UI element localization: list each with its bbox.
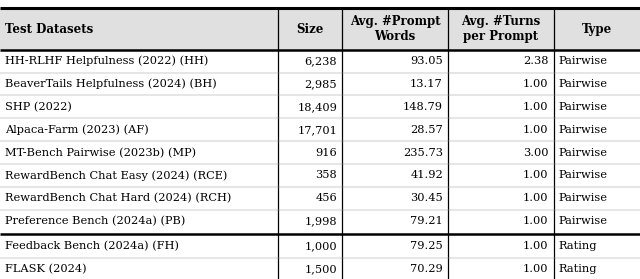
- Text: 1.00: 1.00: [523, 125, 548, 135]
- Text: RewardBench Chat Easy (2024) (RCE): RewardBench Chat Easy (2024) (RCE): [5, 170, 227, 181]
- Text: MT-Bench Pairwise (2023b) (MP): MT-Bench Pairwise (2023b) (MP): [5, 148, 196, 158]
- Text: 1.00: 1.00: [523, 216, 548, 226]
- Text: Pairwise: Pairwise: [559, 148, 608, 158]
- Text: Pairwise: Pairwise: [559, 193, 608, 203]
- Text: RewardBench Chat Hard (2024) (RCH): RewardBench Chat Hard (2024) (RCH): [5, 193, 232, 203]
- Text: 28.57: 28.57: [410, 125, 443, 135]
- Text: 41.92: 41.92: [410, 170, 443, 181]
- Text: BeaverTails Helpfulness (2024) (BH): BeaverTails Helpfulness (2024) (BH): [5, 79, 217, 89]
- Text: 18,409: 18,409: [298, 102, 337, 112]
- Text: SHP (2022): SHP (2022): [5, 102, 72, 112]
- Text: Pairwise: Pairwise: [559, 56, 608, 66]
- Text: 1,998: 1,998: [305, 216, 337, 226]
- Text: 2.38: 2.38: [523, 56, 548, 66]
- Text: 79.25: 79.25: [410, 241, 443, 251]
- Text: Preference Bench (2024a) (PB): Preference Bench (2024a) (PB): [5, 216, 186, 226]
- Text: FLASK (2024): FLASK (2024): [5, 264, 87, 274]
- Text: Avg. #Prompt
Words: Avg. #Prompt Words: [350, 15, 440, 43]
- Text: HH-RLHF Helpfulness (2022) (HH): HH-RLHF Helpfulness (2022) (HH): [5, 56, 209, 66]
- Text: 6,238: 6,238: [305, 56, 337, 66]
- Bar: [0, 8, 640, 50]
- Text: 1.00: 1.00: [523, 170, 548, 181]
- Text: Rating: Rating: [559, 241, 597, 251]
- Text: 916: 916: [316, 148, 337, 158]
- Text: 70.29: 70.29: [410, 264, 443, 274]
- Text: 93.05: 93.05: [410, 56, 443, 66]
- Text: Pairwise: Pairwise: [559, 170, 608, 181]
- Text: 1.00: 1.00: [523, 241, 548, 251]
- Text: Size: Size: [297, 23, 324, 35]
- Text: Pairwise: Pairwise: [559, 125, 608, 135]
- Text: Pairwise: Pairwise: [559, 79, 608, 89]
- Text: 2,985: 2,985: [305, 79, 337, 89]
- Text: 358: 358: [316, 170, 337, 181]
- Text: 1,500: 1,500: [305, 264, 337, 274]
- Text: 235.73: 235.73: [403, 148, 443, 158]
- Text: 148.79: 148.79: [403, 102, 443, 112]
- Text: Rating: Rating: [559, 264, 597, 274]
- Text: 3.00: 3.00: [523, 148, 548, 158]
- Text: Avg. #Turns
per Prompt: Avg. #Turns per Prompt: [461, 15, 540, 43]
- Text: 456: 456: [316, 193, 337, 203]
- Text: 1.00: 1.00: [523, 102, 548, 112]
- Text: 1.00: 1.00: [523, 264, 548, 274]
- Text: 79.21: 79.21: [410, 216, 443, 226]
- Text: 1.00: 1.00: [523, 79, 548, 89]
- Text: 13.17: 13.17: [410, 79, 443, 89]
- Text: 30.45: 30.45: [410, 193, 443, 203]
- Text: 1,000: 1,000: [305, 241, 337, 251]
- Text: Test Datasets: Test Datasets: [5, 23, 93, 35]
- Text: Pairwise: Pairwise: [559, 216, 608, 226]
- Text: Alpaca-Farm (2023) (AF): Alpaca-Farm (2023) (AF): [5, 124, 149, 135]
- Text: Feedback Bench (2024a) (FH): Feedback Bench (2024a) (FH): [5, 241, 179, 251]
- Text: 17,701: 17,701: [298, 125, 337, 135]
- Text: Pairwise: Pairwise: [559, 102, 608, 112]
- Text: 1.00: 1.00: [523, 193, 548, 203]
- Text: Type: Type: [582, 23, 612, 35]
